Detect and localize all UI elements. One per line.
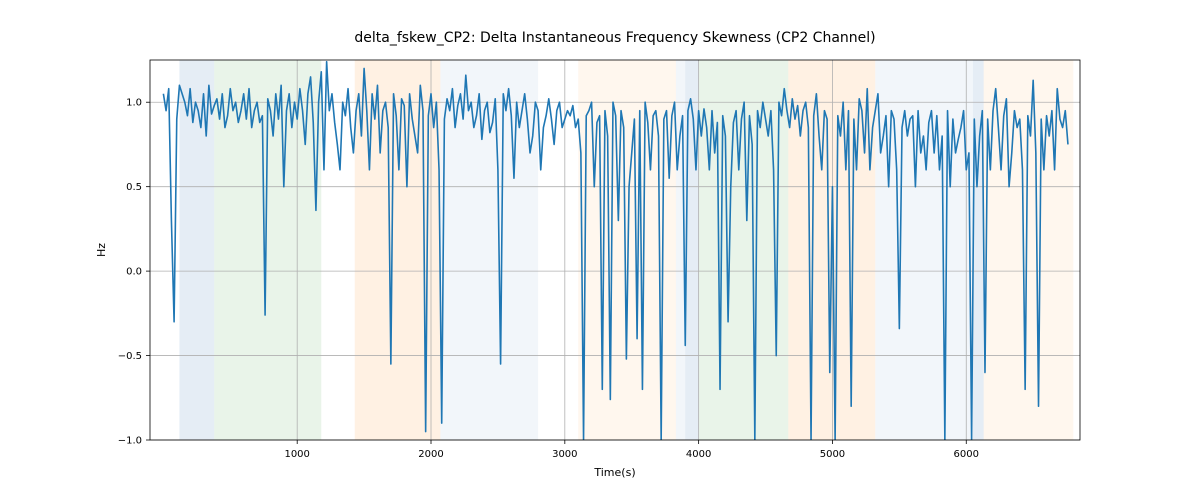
x-axis-label: Time(s) (593, 466, 635, 479)
chart-band (179, 60, 214, 440)
xtick-label: 6000 (954, 449, 979, 460)
chart-title: delta_fskew_CP2: Delta Instantaneous Fre… (354, 30, 875, 46)
ytick-label: 1.0 (126, 98, 142, 109)
line-chart: 1000 2000 3000 4000 5000 6000 −1.0 −0.5 0.0 0.5 1.… (0, 0, 1200, 500)
y-axis-label: Hz (95, 243, 108, 257)
chart-container: 1000 2000 3000 4000 5000 6000 −1.0 −0.5 0.0 0.5 1.… (0, 0, 1200, 500)
xtick-label: 3000 (552, 449, 577, 460)
chart-band (875, 60, 973, 440)
xtick-label: 4000 (686, 449, 711, 460)
ytick-label: 0.5 (126, 182, 142, 193)
xtick-label: 5000 (820, 449, 845, 460)
xtick-label: 2000 (418, 449, 443, 460)
ytick-label: −1.0 (118, 436, 142, 447)
ytick-label: 0.0 (126, 267, 142, 278)
xtick-label: 1000 (284, 449, 309, 460)
ytick-label: −0.5 (118, 351, 142, 362)
